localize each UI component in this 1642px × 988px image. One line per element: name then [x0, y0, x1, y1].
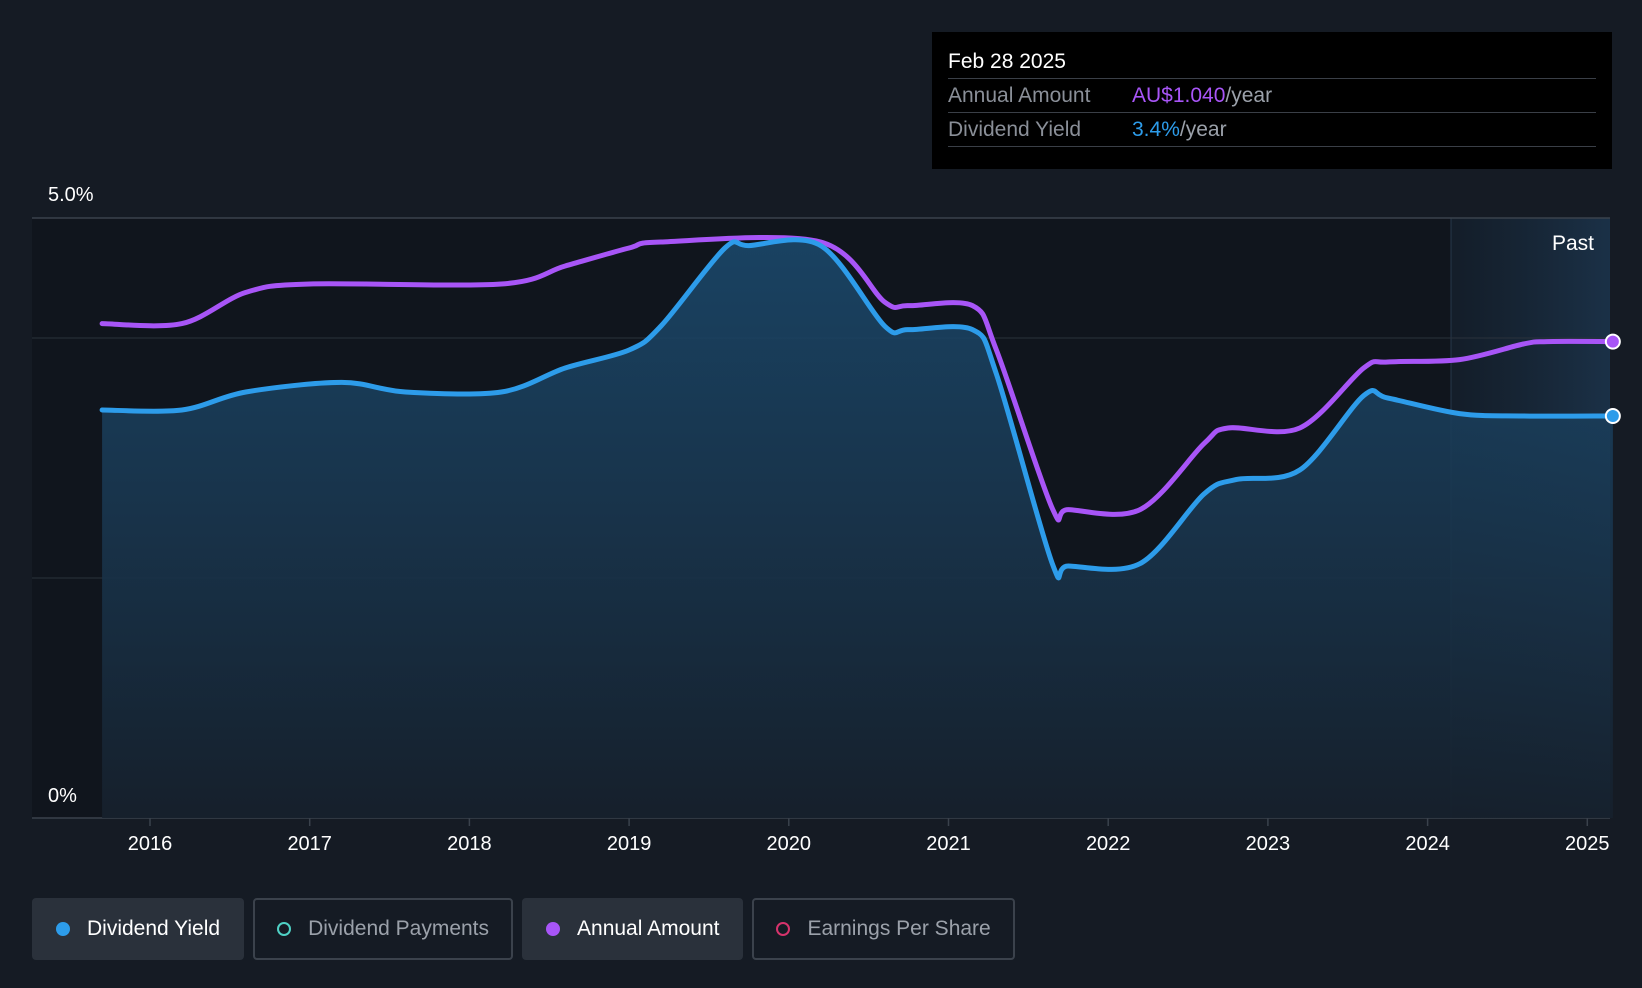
dividend-yield-line — [99, 237, 1616, 581]
data-tooltip: Feb 28 2025 Annual Amount AU$1.040/year D… — [932, 32, 1612, 169]
tooltip-dividend-yield-unit: /year — [1179, 118, 1227, 141]
legend-label-annual-amount: Annual Amount — [577, 917, 720, 940]
annual-amount-end-marker — [1604, 333, 1621, 350]
tooltip-annual-amount-unit: /year — [1225, 84, 1273, 107]
dividend-yield-end-marker — [1604, 408, 1621, 424]
legend-item-annual-amount[interactable]: Annual Amount — [522, 898, 744, 960]
x-tick-label-2025: 2025 — [1565, 833, 1610, 855]
tooltip-annual-amount-label: Annual Amount — [948, 84, 1091, 107]
x-tick-label-2018: 2018 — [447, 833, 492, 855]
tooltip-date: Feb 28 2025 — [948, 46, 1596, 79]
tooltip-dividend-yield-value: 3.4% — [1132, 118, 1180, 141]
legend-item-earnings-per-share[interactable]: Earnings Per Share — [752, 898, 1015, 960]
legend-item-dividend-payments[interactable]: Dividend Payments — [253, 898, 514, 960]
dividend-payments-ring-icon — [277, 922, 292, 936]
earnings-per-share-ring-icon — [776, 922, 791, 936]
tooltip-annual-amount-row: Annual Amount AU$1.040/year — [948, 79, 1596, 113]
x-tick-label-2024: 2024 — [1405, 833, 1450, 855]
x-axis-ticks: 2016 2017 2018 2019 2020 2021 2022 2023 2024 2025 — [128, 818, 1610, 855]
past-label: Past — [1552, 232, 1594, 255]
dividend-yield-dot-icon — [56, 922, 70, 936]
x-tick-label-2016: 2016 — [128, 833, 173, 855]
chart-legend: Dividend Yield Dividend Payments Annual … — [32, 898, 1015, 960]
x-tick-label-2021: 2021 — [926, 833, 971, 855]
tooltip-annual-amount-value: AU$1.040 — [1132, 84, 1226, 107]
x-tick-label-2022: 2022 — [1086, 833, 1131, 855]
x-tick-label-2023: 2023 — [1246, 833, 1291, 855]
annual-amount-line — [99, 235, 1616, 523]
legend-item-dividend-yield[interactable]: Dividend Yield — [32, 898, 245, 960]
y-tick-label-top: 5.0% — [48, 184, 94, 206]
legend-label-dividend-yield: Dividend Yield — [87, 917, 221, 940]
x-tick-label-2019: 2019 — [607, 833, 652, 855]
legend-label-earnings-per-share: Earnings Per Share — [807, 917, 991, 940]
x-tick-label-2020: 2020 — [767, 833, 812, 855]
x-tick-label-2017: 2017 — [287, 833, 332, 855]
annual-amount-dot-icon — [546, 922, 561, 936]
legend-label-dividend-payments: Dividend Payments — [308, 917, 490, 940]
tooltip-dividend-yield-label: Dividend Yield — [948, 118, 1082, 141]
dividend-yield-area — [102, 239, 1613, 818]
y-tick-label-bottom: 0% — [48, 785, 77, 807]
tooltip-dividend-yield-row: Dividend Yield 3.4%/year — [948, 113, 1596, 147]
